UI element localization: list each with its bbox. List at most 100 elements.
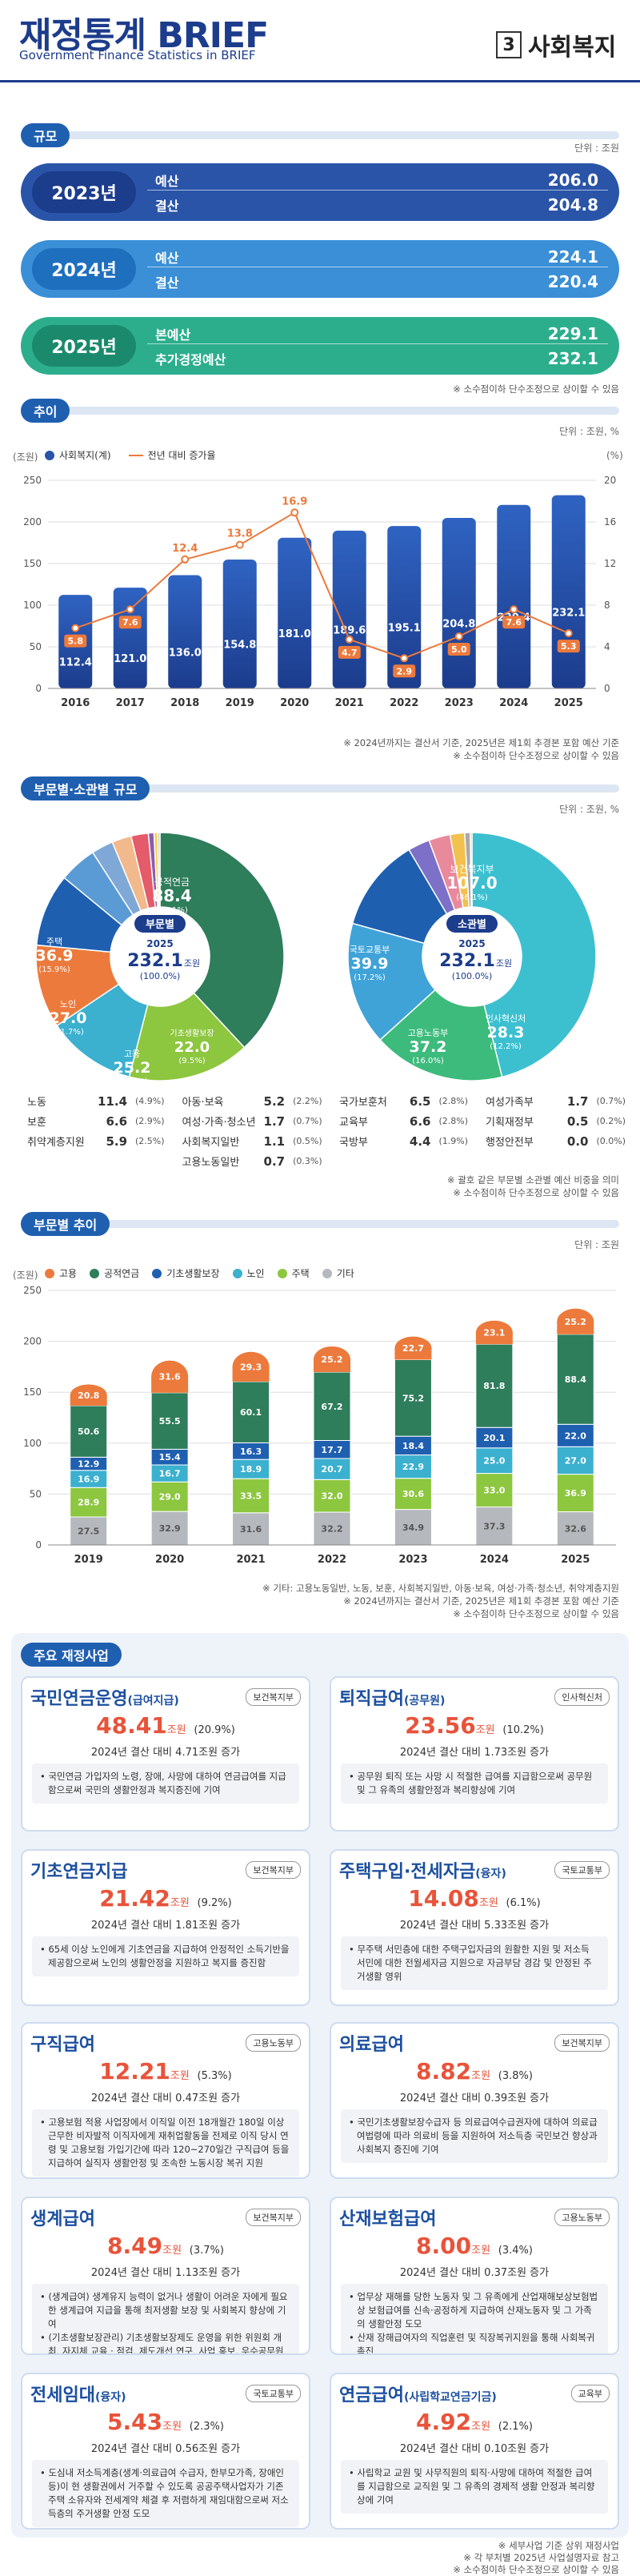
sector-trend-note: ※ 2024년까지는 결산서 기준, 2025년은 제1회 추경본 포함 예산 … [343, 1595, 619, 1607]
program-title-main: 기초연금지급 [30, 1862, 128, 1882]
program-card: 의료급여 보건복지부 8.82조원 (3.8%) 2024년 결산 대비 0.39조원… [330, 2022, 619, 2179]
table-cell-name: 기획재정부 [486, 1117, 534, 1129]
table-cell-name: 노동 [27, 1097, 46, 1109]
program-amount-value: 21.42 [99, 1885, 170, 1912]
table-cell-pct: (2.8%) [438, 1096, 469, 1106]
program-card: 연금급여(사립학교연금기금) 교육부 4.92조원 (2.1%) 2024년 결산 대… [330, 2373, 619, 2530]
table-cell-pct: (2.2%) [293, 1096, 322, 1106]
x-tick-label: 2021 [236, 1554, 265, 1566]
section-bar [21, 784, 619, 792]
stack-segment [70, 1405, 108, 1458]
table-cell-value: 6.6 [409, 1113, 431, 1129]
program-title-sub: (융자) [94, 2391, 126, 2404]
program-description: • 공무원 퇴직 또는 사망 시 적절한 급여를 지급함으로써 공무원 및 그 … [341, 1763, 608, 1804]
budget-line-label: 결산 [155, 198, 179, 214]
slice-value-label: 107.0 [446, 873, 497, 893]
x-tick-label: 2021 [335, 697, 364, 709]
bar [551, 495, 586, 688]
slice-value-label: 28.3 [487, 1024, 525, 1041]
program-title-sub: (사립학교연금기금) [403, 2391, 497, 2404]
segment-value-label: 67.2 [321, 1402, 342, 1412]
program-compare: 2024년 결산 대비 0.37조원 증가 [399, 2267, 550, 2279]
sector-trend-unit: 단위 : 조원 [574, 1239, 619, 1250]
center-title-pill [134, 915, 186, 933]
program-card: 기초연금지급 보건복지부 21.42조원 (9.2%) 2024년 결산 대비 1.8… [21, 1849, 310, 2006]
segment-value-label: 28.9 [78, 1498, 99, 1508]
segment-value-label: 33.0 [483, 1486, 505, 1496]
ministry-badge: 보건복지부 [554, 2034, 610, 2052]
program-amount-unit: 조원 [478, 1897, 498, 1909]
trend-note: ※ 2024년까지는 결산서 기준, 2025년은 제1회 추경본 포함 예산 … [343, 737, 619, 748]
program-amount: 5.43조원 (2.3%) [22, 2409, 309, 2440]
program-card: 국민연금운영(급여지급) 보건복지부 48.41조원 (20.9%) 2024년 결산… [21, 1676, 310, 1832]
rate-point [454, 632, 463, 640]
programs-note: ※ 세부사업 기준 상위 재정사업 [498, 2540, 619, 2551]
slice-pct-label: (16.0%) [412, 1057, 444, 1065]
budget-line-value: 229.1 [547, 323, 598, 343]
x-tick-label: 2019 [226, 697, 254, 709]
program-amount-pct: (9.2%) [197, 1897, 232, 1909]
program-amount: 8.00조원 (3.4%) [331, 2233, 618, 2264]
table-cell-value [94, 1152, 130, 1170]
budget-line-label: 예산 [155, 173, 179, 189]
program-description: • 사립학교 교원 및 사무직원의 퇴직·사망에 대하여 적절한 급여를 지급함… [341, 2460, 608, 2514]
legend-item: 주택 [277, 1266, 310, 1280]
bar-value-label: 181.0 [278, 628, 311, 640]
trend-legend: 사회복지(계) 전년 대비 증가율 [45, 448, 216, 462]
bar-value-label: 154.8 [223, 640, 256, 652]
center-title-pill [446, 915, 498, 933]
scale-unit: 단위 : 조원 [574, 142, 619, 154]
sector-trend-legend: 고용 공적연금 기초생활보장 노인 주택 기타 [45, 1266, 354, 1280]
program-amount-pct: (5.3%) [197, 2070, 232, 2082]
stack-segment [394, 1455, 432, 1479]
program-amount-unit: 조원 [170, 1897, 190, 1909]
segment-value-label: 29.3 [240, 1362, 262, 1372]
program-title: 생계급여 [30, 2205, 95, 2230]
x-tick-label: 2016 [61, 697, 90, 709]
program-card: 생계급여 보건복지부 8.49조원 (3.7%) 2024년 결산 대비 1.13조원… [21, 2197, 310, 2355]
program-description: • 도심내 저소득계층(생계·의료급여 수급자, 한부모가족, 장애인 등)이 … [32, 2460, 299, 2527]
rate-point [290, 508, 299, 517]
section-bar [21, 1220, 619, 1228]
rate-point [564, 629, 573, 638]
bar-value-label: 136.0 [169, 647, 202, 659]
table-cell-value: 4.4 [409, 1134, 431, 1149]
budget-line-value: 206.0 [547, 170, 598, 190]
budget-line: 본예산 229.1 [147, 324, 608, 344]
segment-value-label: 17.7 [321, 1445, 342, 1455]
section-number: 3 [496, 31, 522, 58]
segment-value-label: 32.9 [159, 1523, 181, 1534]
rate-label: 5.0 [451, 644, 467, 655]
center-value: 232.1 [439, 951, 495, 971]
stack-segment [394, 1358, 432, 1437]
table-cell-name: 국가보훈처 [339, 1097, 387, 1109]
program-amount: 48.41조원 (20.9%) [22, 1713, 309, 1743]
bar [387, 526, 422, 688]
ministry-badge: 보건복지부 [246, 1861, 301, 1879]
table-cell-pct: (1.9%) [438, 1136, 469, 1146]
table-cell-value: 0.7 [263, 1154, 286, 1169]
program-compare: 2024년 결산 대비 0.47조원 증가 [90, 2092, 241, 2105]
program-amount: 4.92조원 (2.1%) [331, 2409, 618, 2440]
budget-line-label: 본예산 [155, 327, 191, 343]
segment-value-label: 22.9 [402, 1462, 424, 1472]
slice-value-label: 88.4 [152, 886, 191, 905]
table-cell-name: 행정안전부 [486, 1137, 534, 1149]
rate-point [345, 635, 354, 644]
segment-value-label: 32.0 [321, 1491, 342, 1502]
stack-segment [556, 1474, 594, 1513]
legend-label: 주택 [291, 1268, 310, 1279]
legend-label: 기타 [336, 1268, 354, 1279]
segment-value-label: 22.7 [402, 1343, 424, 1354]
program-description: • 국민기초생활보장수급자 등 의료급여수급권자에 대하여 의료급여법령에 따라… [341, 2109, 608, 2163]
table-cell-pct: (0.7%) [293, 1116, 322, 1126]
x-tick-label: 2020 [280, 697, 309, 709]
program-title-main: 주택구입·전세자금 [339, 1862, 476, 1882]
y2-tick-label: 20 [604, 475, 616, 486]
programs-note: ※ 각 부처별 2025년 사업설명자료 참고 [463, 2552, 619, 2563]
rate-point [400, 654, 409, 663]
bar-value-label: 189.6 [333, 624, 366, 636]
segment-value-label: 18.9 [240, 1464, 262, 1475]
table-cell-pct: (4.9%) [135, 1096, 165, 1106]
rate-label-box [557, 640, 580, 653]
